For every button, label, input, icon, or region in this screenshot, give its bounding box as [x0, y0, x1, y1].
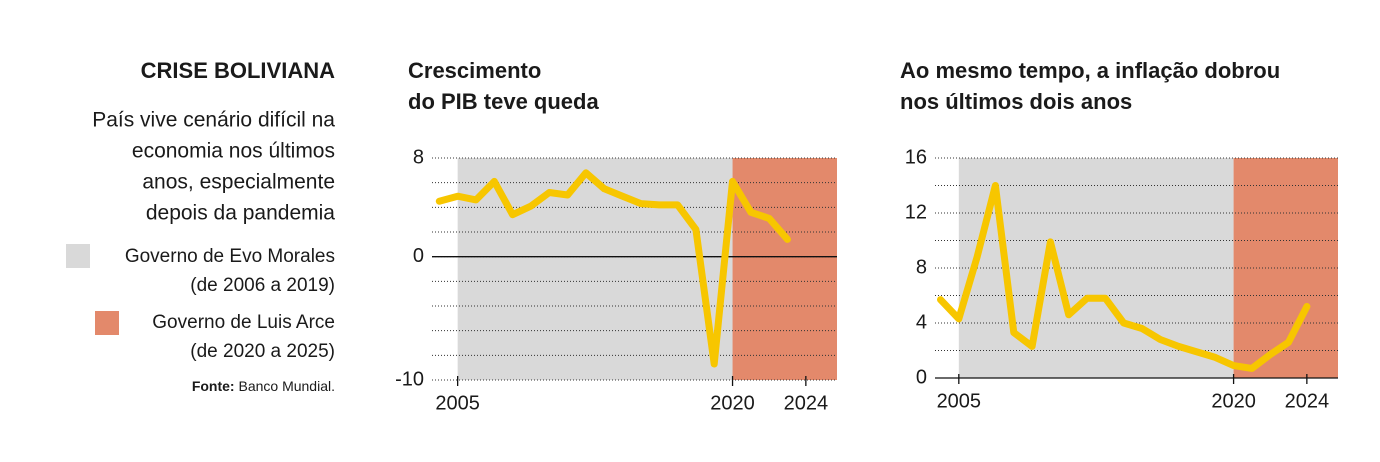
y-tick-label: 0 — [916, 366, 927, 388]
chart-title: Ao mesmo tempo, a inflação dobrou — [900, 58, 1280, 83]
data-line — [435, 169, 791, 368]
description: anos, especialmente — [142, 171, 335, 194]
source-text: Banco Mundial. — [238, 378, 335, 394]
y-tick-label: 4 — [916, 311, 927, 333]
source-label: Fonte: — [192, 378, 235, 394]
x-tick-label: 2005 — [435, 392, 480, 414]
period-band — [732, 158, 837, 380]
legend-label: (de 2006 a 2019) — [190, 275, 335, 296]
legend-label: Governo de Evo Morales — [125, 246, 335, 267]
legend-label: Governo de Luis Arce — [152, 312, 335, 333]
x-tick-label: 2024 — [1285, 390, 1330, 412]
source: Fonte: Banco Mundial. — [192, 378, 335, 394]
y-tick-label: 16 — [905, 146, 927, 168]
chart-title: do PIB teve queda — [408, 89, 599, 114]
chart-title: Crescimento — [408, 58, 541, 83]
y-tick-label: 0 — [413, 245, 424, 267]
x-tick-label: 2005 — [937, 390, 982, 412]
x-tick-label: 2024 — [784, 392, 829, 414]
y-tick-label: 12 — [905, 201, 927, 223]
legend-swatch — [95, 311, 119, 335]
description: economia nos últimos — [132, 140, 335, 163]
legend-label: (de 2020 a 2025) — [190, 341, 335, 362]
description: depois da pandemia — [146, 202, 335, 225]
data-line — [937, 182, 1311, 372]
description: País vive cenário difícil na — [92, 109, 335, 132]
panel-title: CRISE BOLIVIANA — [141, 58, 335, 83]
x-tick-label: 2020 — [710, 392, 755, 414]
legend-swatch — [66, 244, 90, 268]
period-band — [958, 158, 1234, 378]
chart-title: nos últimos dois anos — [900, 89, 1132, 114]
x-tick-label: 2020 — [1211, 390, 1256, 412]
y-tick-label: -10 — [395, 368, 424, 390]
y-tick-label: 8 — [916, 256, 927, 278]
y-tick-label: 8 — [413, 146, 424, 168]
